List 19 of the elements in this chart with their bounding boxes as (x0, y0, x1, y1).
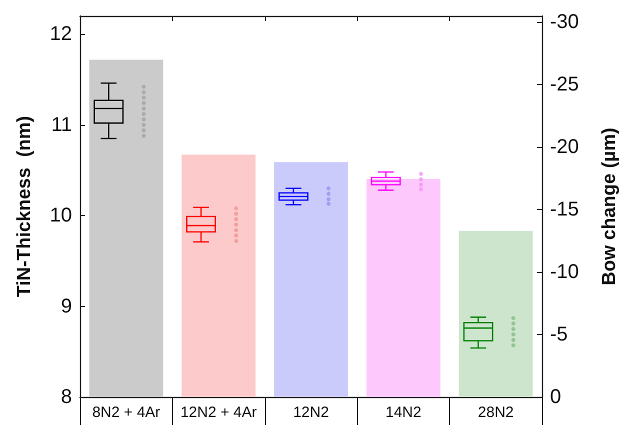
y-axis-title: TiN-Thickness (nm) (14, 116, 35, 298)
x-tick-label: 28N2 (478, 404, 514, 421)
y2-axis-title: Bow change (µm) (599, 128, 620, 286)
x-tick-label: 12N2 (293, 404, 329, 421)
y-tick-label: 10 (50, 204, 72, 227)
y2-tick-label: -30 (550, 11, 579, 34)
y-tick-label: 9 (60, 295, 72, 318)
y2-tick-label: -20 (550, 136, 579, 158)
y2-tick-label: -5 (550, 324, 568, 346)
x-tick-label: 14N2 (385, 404, 422, 421)
y-tick-label: 12 (50, 23, 72, 46)
y-tick-label: 8 (60, 386, 72, 408)
y2-tick-label: -25 (550, 74, 579, 96)
y2-tick-label: 0 (550, 386, 562, 408)
y2-tick-label: -15 (550, 198, 579, 221)
y-tick-label: 11 (51, 114, 72, 136)
x-tick-label: 8N2 + 4Ar (92, 404, 160, 421)
y2-tick-label: -10 (550, 261, 579, 284)
x-tick-label: 12N2 + 4Ar (180, 404, 257, 421)
